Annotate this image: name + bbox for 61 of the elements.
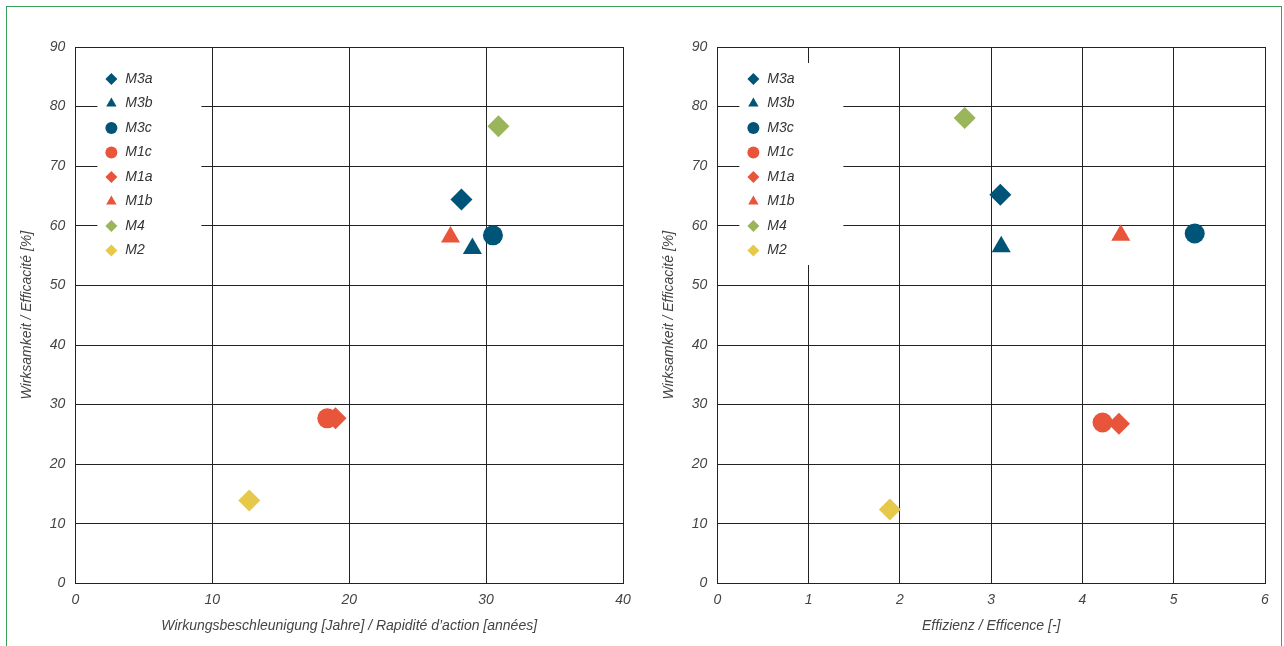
x-axis-title: Effizienz / Efficence [-] [921, 617, 1062, 634]
legend-label: M1a [767, 167, 795, 184]
y-tick-label: 80 [49, 97, 66, 114]
y-tick-label: 70 [49, 157, 66, 174]
y-tick-label: 70 [691, 157, 708, 174]
x-tick-label: 0 [71, 590, 80, 607]
y-tick-label: 80 [691, 97, 708, 114]
x-tick-label: 40 [615, 590, 631, 607]
legend-label: M1b [125, 192, 153, 209]
point [482, 225, 503, 246]
legend-label: M4 [767, 216, 788, 233]
legend-label: M3b [767, 94, 795, 111]
x-tick-label: 5 [1169, 590, 1178, 607]
x-tick-label: 10 [204, 590, 221, 607]
point [487, 115, 510, 138]
y-tick-label: 90 [691, 37, 708, 54]
y-tick-label: 0 [699, 574, 708, 591]
y-tick-label: 0 [57, 574, 66, 591]
point [989, 183, 1012, 206]
legend-label: M2 [125, 241, 146, 258]
y-tick-label: 50 [49, 276, 66, 293]
y-tick-label: 10 [691, 514, 708, 531]
legend-label: M2 [767, 241, 788, 258]
legend-label: M1a [125, 167, 153, 184]
legend-label: M1c [125, 143, 152, 160]
y-axis-title: Wirksamkeit / Efficacité [%] [660, 229, 677, 400]
y-tick-label: 30 [49, 395, 66, 412]
y-tick-label: 60 [49, 216, 66, 233]
y-tick-label: 40 [49, 335, 66, 352]
y-tick-label: 90 [49, 37, 66, 54]
x-tick-label: 6 [1261, 590, 1270, 607]
legend-label: M3a [125, 69, 153, 86]
x-tick-label: 4 [1078, 590, 1087, 607]
x-tick-label: 2 [895, 590, 905, 607]
x-axis-title: Wirkungsbeschleunigung [Jahre] / Rapidité d’action [années] [161, 617, 539, 634]
y-tick-label: 40 [691, 335, 708, 352]
legend-label: M4 [125, 216, 146, 233]
y-tick-label: 60 [691, 216, 708, 233]
y-tick-label: 30 [691, 395, 708, 412]
point [1092, 412, 1113, 433]
point [953, 106, 976, 129]
x-tick-label: 1 [804, 590, 813, 607]
x-tick-label: 30 [478, 590, 495, 607]
point [878, 498, 901, 521]
legend-label: M3b [125, 94, 153, 111]
legend-label: M3c [767, 118, 794, 135]
x-tick-label: 3 [987, 590, 996, 607]
y-tick-label: 10 [49, 514, 66, 531]
point [450, 188, 473, 211]
legend-label: M3a [767, 69, 795, 86]
y-tick-label: 20 [690, 455, 708, 472]
y-tick-label: 50 [691, 276, 708, 293]
legend-label: M3c [125, 118, 152, 135]
point [1184, 223, 1205, 244]
legend-label: M1c [767, 143, 794, 160]
y-tick-label: 20 [48, 455, 66, 472]
x-tick-label: 20 [340, 590, 358, 607]
y-axis-title: Wirksamkeit / Efficacité [%] [18, 229, 35, 400]
point [238, 489, 261, 512]
x-tick-label: 0 [713, 590, 722, 607]
legend-label: M1b [767, 192, 795, 209]
